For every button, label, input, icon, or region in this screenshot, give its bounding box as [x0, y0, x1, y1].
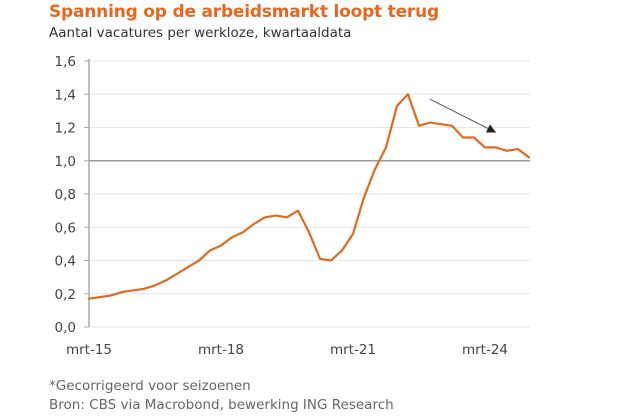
- y-tick-label: 0,6: [55, 220, 76, 236]
- trend-arrow-head: [485, 124, 496, 133]
- y-axis: 0,0 0,2 0,4 0,6 0,8 1,0 1,2 1,4 1,6: [55, 54, 90, 336]
- y-tick-label: 0,4: [55, 254, 76, 270]
- y-tick-label: 0,2: [55, 287, 76, 303]
- x-axis: mrt-15 mrt-18 mrt-21 mrt-24: [66, 342, 508, 358]
- y-tick-label: 1,2: [55, 121, 76, 137]
- series-lines: [87, 93, 531, 300]
- trend-arrow-line: [429, 98, 497, 133]
- series-line: [87, 93, 531, 300]
- y-tick-label: 0,0: [55, 320, 76, 336]
- x-tick-label: mrt-24: [462, 342, 508, 358]
- footnote-seasonal: *Gecorrigeerd voor seizoenen: [49, 378, 251, 394]
- chart-subtitle: Aantal vacatures per werkloze, kwartaald…: [49, 25, 352, 41]
- y-tick-label: 1,4: [55, 87, 76, 103]
- footnote-source: Bron: CBS via Macrobond, bewerking ING R…: [49, 397, 394, 413]
- x-tick-label: mrt-18: [198, 342, 244, 358]
- y-tick-label: 0,8: [55, 187, 76, 203]
- y-tick-label: 1,6: [55, 54, 76, 70]
- chart-title: Spanning op de arbeidsmarkt loopt terug: [49, 2, 439, 22]
- gridlines: [89, 60, 530, 328]
- y-tick-label: 1,0: [55, 154, 76, 170]
- annotations: [429, 98, 497, 133]
- x-tick-label: mrt-21: [330, 342, 376, 358]
- x-tick-label: mrt-15: [66, 342, 112, 358]
